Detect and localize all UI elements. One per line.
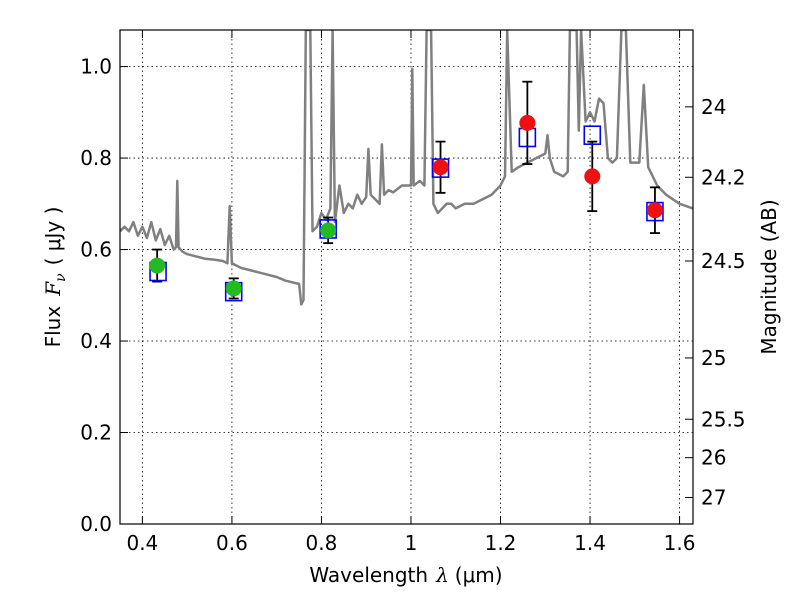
y2-tick-label: 26 [701, 446, 726, 470]
model-photometry-square [431, 158, 450, 178]
observed-photometry-point [584, 168, 601, 185]
x-tick-label: 0.6 [216, 531, 248, 555]
y-tick-label: 0.8 [80, 146, 112, 170]
y2-tick-label: 24.5 [701, 249, 746, 273]
y2-tick-label: 25.5 [701, 407, 746, 431]
y2-tick-label: 27 [701, 485, 726, 509]
x-axis-ticks: 0.4 0.6 0.8 1 1.2 1.4 1.6 [126, 30, 695, 555]
x-tick-label: 0.4 [126, 531, 158, 555]
grid-lines [120, 30, 693, 525]
x-tick-label: 1.4 [574, 531, 606, 555]
y-tick-label: 0.2 [80, 421, 112, 445]
y-tick-label: 0.0 [80, 512, 112, 536]
y-axis-label: FluxFν( μJy ) [41, 207, 69, 348]
y-tick-label: 0.4 [80, 329, 112, 353]
observed-photometry-point [320, 222, 337, 239]
y2-tick-label: 24 [701, 95, 726, 119]
observed-photometry-point [225, 280, 242, 297]
observed-photometry-point [646, 202, 663, 219]
model-photometry-points [149, 125, 664, 302]
spectrum-line [120, 30, 693, 306]
x-tick-label: 1 [405, 531, 418, 555]
observed-photometry-point [149, 257, 166, 274]
observed-photometry-point [519, 114, 536, 131]
y2-axis-ticks: 24 24.2 24.5 25 25.5 26 27 [685, 95, 746, 509]
x-tick-label: 0.8 [306, 531, 338, 555]
plot-area [120, 30, 693, 306]
y2-tick-label: 25 [701, 346, 726, 370]
observed-photometry-point [432, 159, 449, 176]
plot-frame [119, 29, 694, 525]
y-tick-label: 0.6 [80, 238, 112, 262]
observed-photometry-points [149, 114, 663, 297]
x-axis-label: Wavelength λ (μm) [309, 563, 502, 587]
y-tick-label: 1.0 [80, 55, 112, 79]
y-axis-ticks: 0.0 0.2 0.4 0.6 0.8 1.0 [80, 55, 128, 536]
y2-axis-label: Magnitude (AB) [757, 199, 781, 354]
x-tick-label: 1.6 [664, 531, 696, 555]
model-photometry-square [583, 125, 602, 146]
x-tick-label: 1.2 [485, 531, 517, 555]
error-bars [152, 80, 660, 300]
y2-tick-label: 24.2 [701, 165, 746, 189]
